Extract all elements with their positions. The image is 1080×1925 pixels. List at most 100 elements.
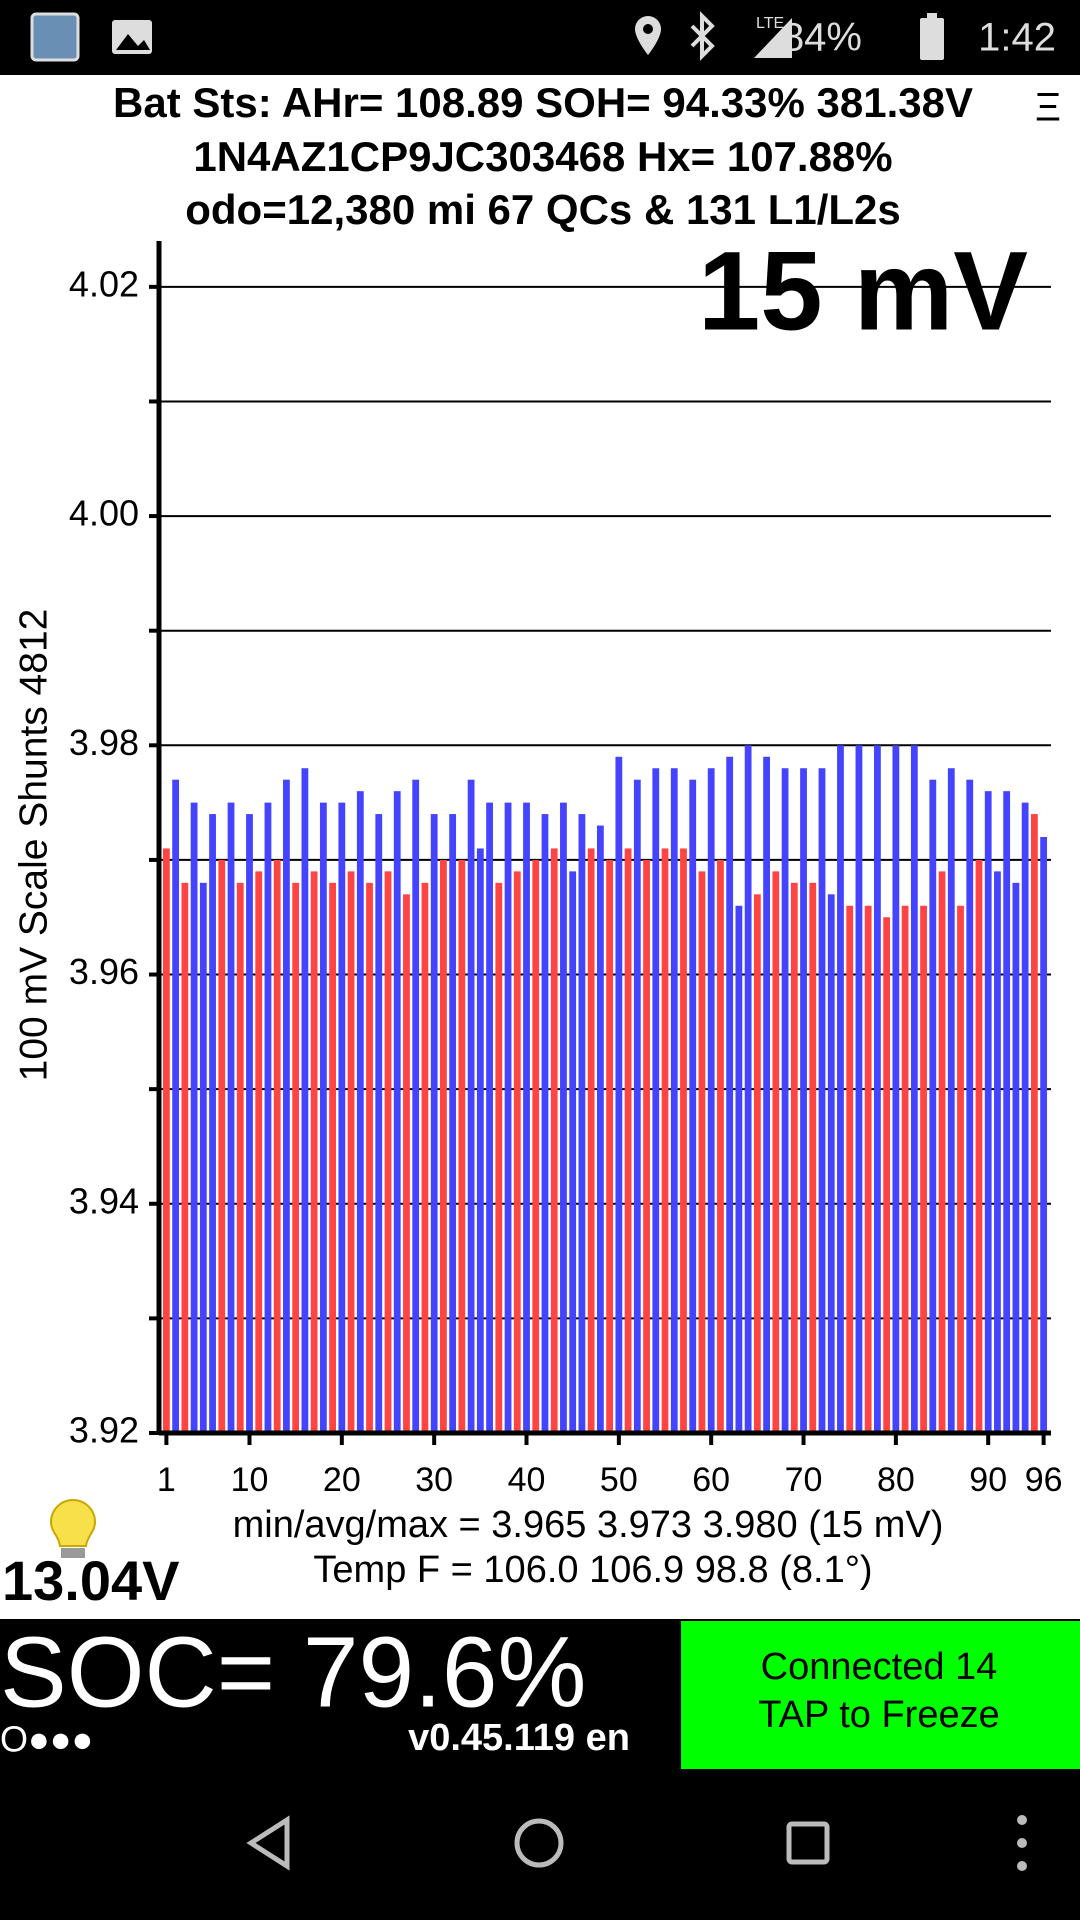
nav-home[interactable] (514, 1818, 564, 1868)
bar (504, 802, 512, 1433)
bar (966, 779, 974, 1433)
bar (338, 802, 346, 1433)
header-line: Bat Sts: AHr= 108.89 SOH= 94.33% 381.38V (113, 79, 973, 126)
bar (790, 882, 798, 1433)
signal-icon (754, 18, 792, 58)
app-icon (30, 12, 80, 62)
bar (310, 871, 318, 1433)
nav-dot[interactable] (1017, 1838, 1027, 1848)
bar (846, 905, 854, 1433)
freeze-button-bg[interactable] (681, 1621, 1080, 1769)
bar (1012, 882, 1020, 1433)
location-icon (635, 16, 661, 55)
network-label: LTE (756, 15, 784, 32)
annotation: 15 mV (698, 229, 1028, 354)
y-tick-label: 3.94 (69, 1180, 139, 1221)
nav-more[interactable] (1017, 1815, 1027, 1871)
button-label[interactable]: Connected 14 (761, 1646, 998, 1688)
menu-button[interactable]: Ξ (1035, 86, 1061, 130)
bar (449, 814, 457, 1433)
x-tick-label: 10 (231, 1461, 269, 1499)
bar (587, 848, 595, 1433)
bar (1040, 837, 1048, 1433)
bar (615, 756, 623, 1433)
bar (227, 802, 235, 1433)
bar (772, 871, 780, 1433)
bar (938, 871, 946, 1433)
bar (246, 814, 253, 1433)
button-label[interactable]: TAP to Freeze (758, 1694, 999, 1736)
bar (883, 917, 891, 1433)
status-bar (0, 0, 1080, 75)
nav-dot[interactable] (1017, 1815, 1027, 1825)
bar (652, 768, 660, 1433)
bar (301, 768, 309, 1433)
bar (929, 779, 937, 1433)
bar (680, 848, 687, 1433)
bar (689, 779, 697, 1433)
bar (698, 871, 706, 1433)
y-tick-label: 4.02 (69, 263, 139, 304)
bar (292, 882, 300, 1433)
bar (781, 768, 789, 1433)
clock: 1:42 (978, 16, 1056, 60)
bar (855, 745, 863, 1433)
battery-icon-cap (927, 13, 937, 19)
bar (633, 779, 641, 1433)
bar (726, 756, 734, 1433)
bar (910, 745, 918, 1433)
bar (920, 905, 927, 1433)
bar (670, 768, 678, 1433)
location-icon-dot (643, 24, 653, 34)
bar (458, 859, 466, 1433)
bar (596, 825, 604, 1433)
y-tick-label: 4.00 (69, 493, 139, 534)
bar (209, 814, 216, 1433)
bar (412, 779, 420, 1433)
bar (994, 871, 1001, 1433)
battery-icon (920, 18, 944, 60)
x-tick-label: 20 (323, 1461, 361, 1499)
bar (218, 859, 226, 1433)
bar (319, 802, 327, 1433)
bar (393, 791, 401, 1433)
x-tick-label: 70 (785, 1461, 823, 1499)
x-tick-label: 90 (969, 1461, 1007, 1499)
bar (513, 871, 521, 1433)
bar (356, 791, 364, 1433)
gallery-icon-shape (116, 34, 150, 50)
x-tick-label: 40 (508, 1461, 546, 1499)
chart: 15 mV 100 mV Scale Shunts 4812 3.92 3.94 3… (12, 229, 1062, 1499)
bar (495, 882, 503, 1433)
nav-recents[interactable] (786, 1821, 830, 1865)
nav-back[interactable] (246, 1815, 290, 1871)
bar (486, 802, 493, 1433)
bar (578, 814, 586, 1433)
y-axis-label: 100 mV Scale Shunts 4812 (12, 609, 55, 1082)
bar (818, 768, 826, 1433)
bar (744, 745, 752, 1433)
bar (837, 745, 844, 1433)
bar (827, 894, 835, 1433)
y-tick-label: 3.98 (69, 722, 139, 763)
nav-dot[interactable] (1017, 1861, 1027, 1871)
bar (874, 745, 881, 1433)
battery-percent: 84% (782, 16, 862, 60)
bar (523, 802, 530, 1433)
header-line: odo=12,380 mi 67 QCs & 131 L1/L2s (185, 186, 901, 233)
bar (541, 814, 549, 1433)
version: v0.45.119 en (408, 1717, 630, 1759)
bar (264, 802, 272, 1433)
bulb-icon-base (61, 1548, 85, 1558)
bar (476, 848, 484, 1433)
bar (1030, 814, 1038, 1433)
bar (467, 779, 475, 1433)
bar (199, 882, 207, 1433)
bar (735, 905, 743, 1433)
bar (901, 905, 909, 1433)
bar (1003, 791, 1011, 1433)
bar (430, 814, 438, 1433)
freeze-button[interactable]: Connected 14 TAP to Freeze (681, 1621, 1080, 1769)
bar (172, 779, 180, 1433)
header-line: 1N4AZ1CP9JC303468 Hx= 107.88% (193, 133, 892, 180)
